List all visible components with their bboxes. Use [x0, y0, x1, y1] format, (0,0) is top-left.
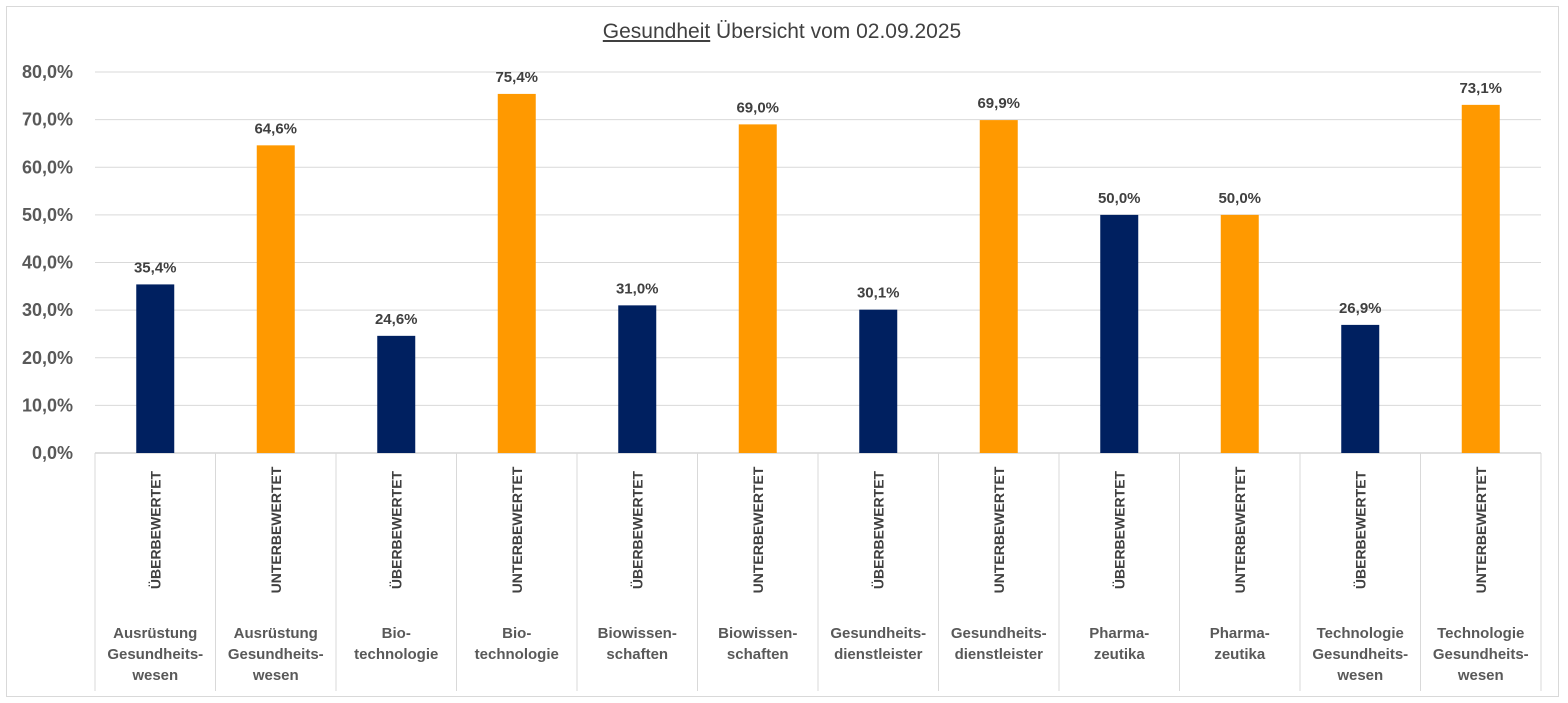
sector-label: schaften — [727, 646, 789, 663]
status-label: UNTERBEWERTET — [509, 466, 525, 593]
sector-label: Ausrüstung — [234, 625, 318, 642]
data-label: 50,0% — [1098, 190, 1141, 207]
sector-label: Gesundheits- — [830, 625, 926, 642]
sector-label: Bio- — [382, 625, 411, 642]
sector-label: Gesundheits- — [951, 625, 1047, 642]
y-tick-label: 60,0% — [22, 157, 73, 177]
status-label: ÜBERBEWERTET — [1352, 470, 1368, 589]
y-tick-label: 30,0% — [22, 300, 73, 320]
sector-label: Gesundheits- — [1312, 646, 1408, 663]
data-label: 24,6% — [375, 311, 418, 328]
status-label: ÜBERBEWERTET — [870, 470, 886, 589]
status-label: ÜBERBEWERTET — [1111, 470, 1127, 589]
status-label: ÜBERBEWERTET — [147, 470, 163, 589]
y-tick-label: 10,0% — [22, 395, 73, 415]
sector-label: Technologie — [1437, 625, 1524, 642]
bar — [1220, 214, 1259, 453]
data-label: 69,9% — [977, 95, 1020, 112]
sector-label: Ausrüstung — [113, 625, 197, 642]
bar — [738, 124, 777, 453]
sector-label: Pharma- — [1089, 625, 1149, 642]
data-label: 64,6% — [254, 120, 297, 137]
bar — [497, 93, 536, 453]
sector-label: wesen — [1457, 667, 1504, 684]
data-label: 30,1% — [857, 285, 900, 302]
sector-label: dienstleister — [834, 646, 923, 663]
sector-label: zeutika — [1214, 646, 1266, 663]
chart-title: Gesundheit Übersicht vom 02.09.2025 — [0, 20, 1564, 44]
sector-label: Pharma- — [1210, 625, 1270, 642]
y-tick-label: 0,0% — [32, 443, 73, 463]
bar — [618, 305, 657, 453]
status-label: UNTERBEWERTET — [268, 466, 284, 593]
status-label: ÜBERBEWERTET — [388, 470, 404, 589]
sector-label: wesen — [252, 667, 299, 684]
status-label: UNTERBEWERTET — [991, 466, 1007, 593]
data-label: 69,0% — [736, 99, 779, 116]
bar — [136, 284, 175, 453]
y-tick-label: 80,0% — [22, 62, 73, 82]
bar — [1100, 214, 1139, 453]
bar — [1461, 104, 1500, 453]
sector-label: schaften — [606, 646, 668, 663]
bar — [859, 309, 898, 453]
sector-label: Bio- — [502, 625, 531, 642]
bar — [377, 335, 416, 453]
sector-label: Gesundheits- — [107, 646, 203, 663]
sector-label: Technologie — [1317, 625, 1404, 642]
status-label: ÜBERBEWERTET — [629, 470, 645, 589]
sector-label: Biowissen- — [598, 625, 677, 642]
chart-title-rest: Übersicht vom 02.09.2025 — [710, 20, 962, 43]
data-label: 75,4% — [495, 69, 538, 86]
sector-label: dienstleister — [955, 646, 1044, 663]
sector-label: Gesundheits- — [1433, 646, 1529, 663]
sector-label: Biowissen- — [718, 625, 797, 642]
y-tick-label: 40,0% — [22, 253, 73, 273]
sector-label: technologie — [354, 646, 438, 663]
y-tick-label: 20,0% — [22, 348, 73, 368]
status-label: UNTERBEWERTET — [750, 466, 766, 593]
data-label: 50,0% — [1218, 190, 1261, 207]
bar — [1341, 324, 1380, 453]
sector-label: Gesundheits- — [228, 646, 324, 663]
sector-label: wesen — [131, 667, 178, 684]
sector-label: technologie — [475, 646, 559, 663]
data-label: 26,9% — [1339, 300, 1382, 317]
data-label: 31,0% — [616, 280, 659, 297]
chart-title-underlined: Gesundheit — [602, 20, 711, 43]
y-tick-label: 50,0% — [22, 205, 73, 225]
status-label: UNTERBEWERTET — [1473, 466, 1489, 593]
data-label: 35,4% — [134, 259, 177, 276]
y-tick-label: 70,0% — [22, 110, 73, 130]
sector-label: zeutika — [1094, 646, 1146, 663]
bar — [979, 120, 1018, 453]
data-label: 73,1% — [1459, 80, 1502, 97]
sector-label: wesen — [1336, 667, 1383, 684]
bar — [256, 145, 295, 453]
status-label: UNTERBEWERTET — [1232, 466, 1248, 593]
